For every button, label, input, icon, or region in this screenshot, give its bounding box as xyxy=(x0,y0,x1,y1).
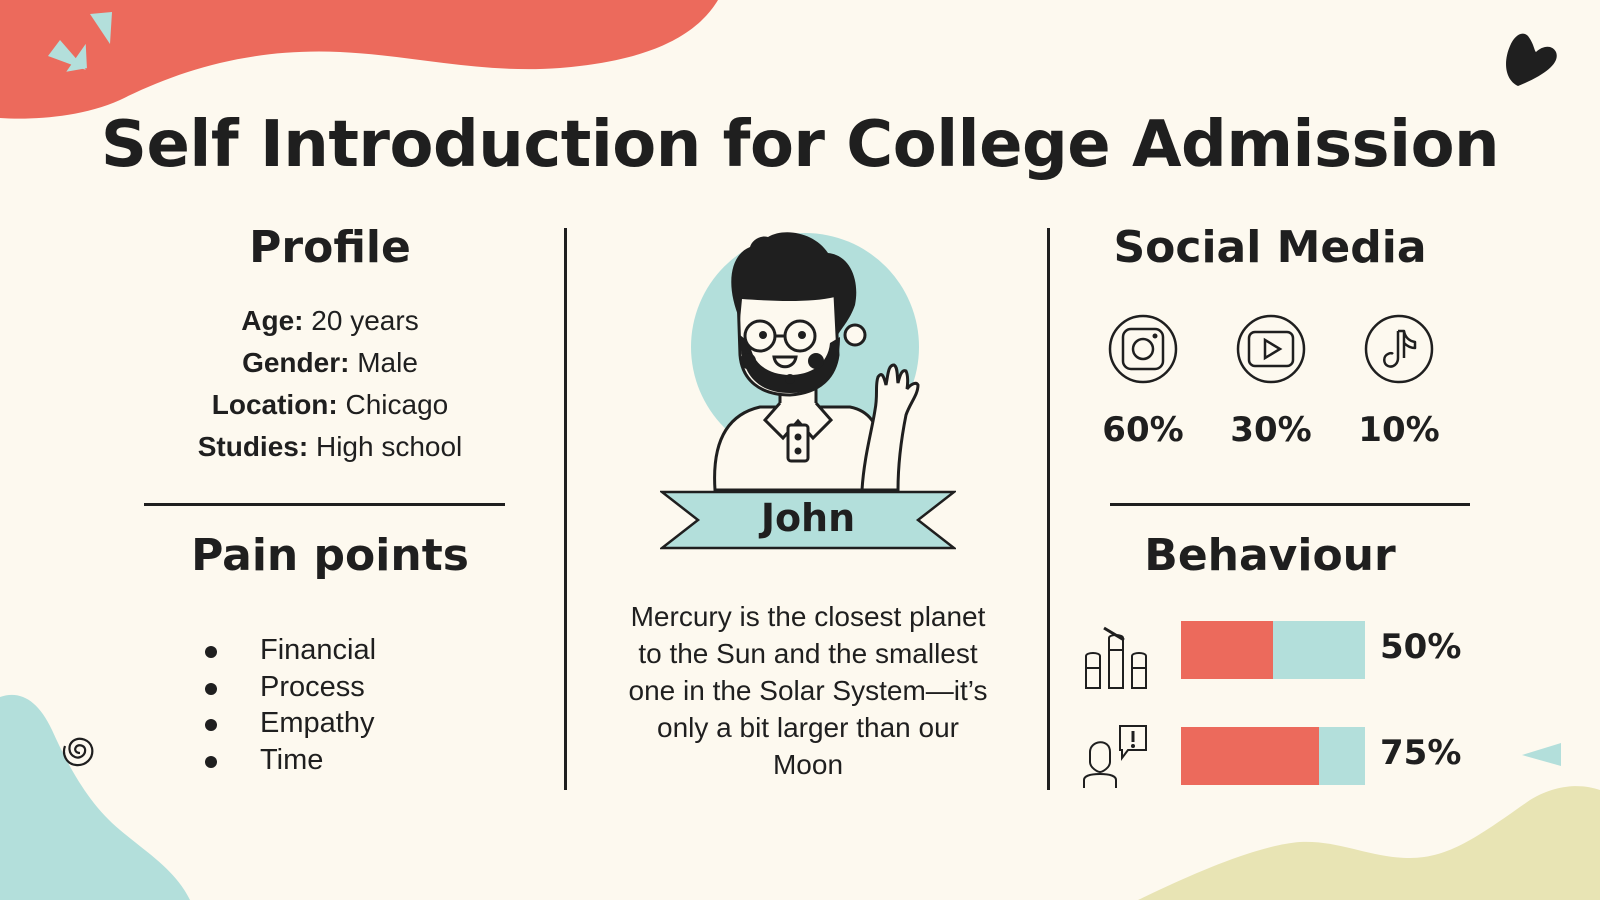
list-item: Empathy xyxy=(200,705,376,742)
person-alert-icon xyxy=(1083,725,1147,788)
field-value: Male xyxy=(357,347,418,378)
profile-row-studies: Studies: High school xyxy=(140,426,520,468)
field-label: Age: xyxy=(241,305,304,336)
field-label: Studies: xyxy=(197,431,309,462)
spiral-icon xyxy=(62,737,94,767)
bar-fill xyxy=(1181,727,1319,785)
profile-row-location: Location: Chicago xyxy=(140,384,520,426)
profile-row-age: Age: 20 years xyxy=(140,300,520,342)
youtube-icon xyxy=(1236,314,1306,384)
behaviour-heading: Behaviour xyxy=(1144,530,1396,581)
top-left-coral-blob xyxy=(0,0,718,119)
waving-hand xyxy=(860,363,920,492)
raised-hands-icon xyxy=(1085,626,1147,689)
section-divider-left xyxy=(144,503,505,506)
confetti-triangle-2 xyxy=(48,40,86,70)
field-value: 20 years xyxy=(311,305,419,336)
page-title: Self Introduction for College Admission xyxy=(100,108,1500,182)
tiktok-percent: 10% xyxy=(1358,410,1440,450)
confetti-triangle-1 xyxy=(66,43,87,72)
field-value: Chicago xyxy=(345,389,449,420)
field-value: High school xyxy=(315,431,463,462)
confetti-triangle-3 xyxy=(90,12,112,44)
heart-icon xyxy=(1506,33,1557,86)
pain-points-heading: Pain points xyxy=(191,530,469,581)
persona-avatar xyxy=(691,232,920,492)
bottom-left-mint-blob xyxy=(0,694,190,900)
section-divider-right xyxy=(1110,503,1470,506)
behaviour-bar-2 xyxy=(1181,727,1365,785)
persona-description: Mercury is the closest planet to the Sun… xyxy=(628,601,988,780)
confetti-triangle-right xyxy=(1522,743,1561,766)
social-media-heading: Social Media xyxy=(1113,222,1427,273)
pain-points-list: Financial Process Empathy Time xyxy=(200,632,376,778)
instagram-percent: 60% xyxy=(1102,410,1184,450)
field-label: Location: xyxy=(211,389,338,420)
persona-name: John xyxy=(760,496,856,540)
behaviour-percent-2: 75% xyxy=(1380,733,1462,773)
profile-details: Age: 20 years Gender: Male Location: Chi… xyxy=(140,300,520,468)
list-item: Process xyxy=(200,669,376,706)
field-label: Gender: xyxy=(242,347,350,378)
bottom-right-olive-blob xyxy=(1138,786,1600,900)
name-ribbon xyxy=(660,490,956,550)
profile-row-gender: Gender: Male xyxy=(140,342,520,384)
profile-heading: Profile xyxy=(249,222,411,273)
list-item: Financial xyxy=(200,632,376,669)
behaviour-percent-1: 50% xyxy=(1380,627,1462,667)
tiktok-icon xyxy=(1364,314,1434,384)
column-divider-right xyxy=(1047,228,1050,790)
column-divider-left xyxy=(564,228,567,790)
behaviour-bar-1 xyxy=(1181,621,1365,679)
instagram-icon xyxy=(1108,314,1178,384)
bar-fill xyxy=(1181,621,1273,679)
list-item: Time xyxy=(200,742,376,779)
youtube-percent: 30% xyxy=(1230,410,1312,450)
